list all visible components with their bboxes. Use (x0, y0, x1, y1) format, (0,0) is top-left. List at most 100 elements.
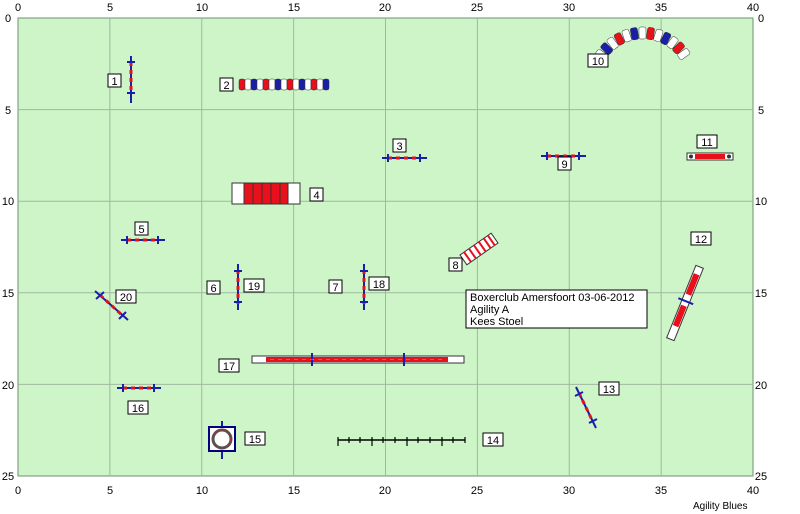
obstacle-17-dogwalk[interactable] (251, 353, 465, 366)
label-15: 15 (244, 431, 266, 446)
bottom-ticks: 0 5 10 15 20 25 30 35 40 (15, 485, 759, 497)
obstacle-4-chute[interactable] (231, 182, 301, 205)
course-info-judge: Kees Stoel (470, 316, 523, 328)
obstacle-6-19-hurdle[interactable] (234, 264, 242, 310)
tunnel-segment (268, 78, 276, 91)
tunnel-segment (274, 78, 282, 91)
course-info-title: Boxerclub Amersfoort 03-06-2012 (470, 292, 634, 304)
tick-left-15: 15 (2, 288, 14, 300)
tunnel-segment (621, 29, 632, 43)
tick-bottom-35: 35 (655, 485, 667, 497)
tunnel-segment (606, 36, 619, 50)
tunnel-segment (630, 27, 639, 41)
svg-text:9: 9 (561, 159, 567, 171)
obstacle-5-hurdle[interactable] (121, 236, 165, 244)
svg-text:17: 17 (223, 361, 235, 373)
left-ticks: 0 5 10 15 20 25 (2, 13, 14, 483)
label-19: 19 (243, 278, 265, 293)
svg-text:14: 14 (487, 435, 499, 447)
tick-top-35: 35 (655, 2, 667, 14)
obstacle-20-hurdle[interactable] (94, 290, 129, 321)
tick-top-25: 25 (471, 2, 483, 14)
svg-text:11: 11 (701, 137, 712, 149)
tick-top-15: 15 (288, 2, 300, 14)
right-ticks: 0 5 10 15 20 25 (755, 13, 767, 483)
tunnel-segment (250, 78, 258, 91)
tick-top-40: 40 (747, 2, 759, 14)
label-10: 10 (587, 53, 609, 68)
obstacle-13-hurdle[interactable] (574, 386, 598, 429)
obstacle-9-hurdle[interactable] (541, 152, 586, 160)
tick-bottom-10: 10 (196, 485, 208, 497)
svg-text:12: 12 (695, 234, 707, 246)
tick-top-0: 0 (15, 2, 21, 14)
obstacle-2-tunnel[interactable] (238, 78, 330, 91)
label-18: 18 (368, 276, 390, 291)
svg-text:16: 16 (132, 403, 144, 415)
obstacle-7-18-hurdle[interactable] (360, 264, 368, 310)
tick-bottom-15: 15 (288, 485, 300, 497)
tick-right-5: 5 (758, 105, 764, 117)
label-9: 9 (557, 156, 572, 171)
tunnel-segment (256, 78, 264, 91)
tunnel-segment (677, 48, 691, 60)
tunnel-segment (638, 26, 647, 40)
course-info-box: Boxerclub Amersfoort 03-06-2012 Agility … (465, 289, 648, 329)
svg-text:4: 4 (313, 190, 319, 202)
svg-text:18: 18 (373, 279, 385, 291)
tunnel-segment (280, 78, 288, 91)
obstacle-14-long-jump[interactable] (337, 437, 466, 446)
tunnel-segment (613, 32, 625, 46)
svg-text:5: 5 (138, 224, 144, 236)
svg-text:19: 19 (248, 281, 260, 293)
obstacle-8-weave[interactable] (459, 232, 499, 266)
obstacle-12-seesaw[interactable] (663, 264, 707, 342)
label-5: 5 (134, 221, 149, 236)
label-2: 2 (219, 77, 234, 92)
tick-top-30: 30 (563, 2, 575, 14)
svg-text:2: 2 (223, 80, 229, 92)
tick-top-5: 5 (107, 2, 113, 14)
tunnel-segment (310, 78, 318, 91)
grid (18, 18, 753, 476)
top-ticks: 0 5 10 15 20 25 30 35 40 (15, 2, 759, 14)
label-17: 17 (218, 358, 240, 373)
label-4: 4 (309, 187, 324, 202)
tick-bottom-0: 0 (15, 485, 21, 497)
obstacle-15-tire[interactable] (208, 421, 236, 459)
tick-left-20: 20 (2, 380, 14, 392)
svg-text:1: 1 (111, 76, 117, 88)
tick-left-10: 10 (2, 196, 14, 208)
tick-right-15: 15 (755, 288, 767, 300)
svg-text:20: 20 (120, 292, 132, 304)
label-20: 20 (115, 289, 137, 304)
tick-left-5: 5 (5, 105, 11, 117)
svg-text:15: 15 (249, 434, 261, 446)
tunnel-segment (304, 78, 312, 91)
obstacle-16-hurdle[interactable] (117, 384, 161, 392)
course-info-class: Agility A (470, 304, 510, 316)
tick-right-20: 20 (755, 380, 767, 392)
svg-text:8: 8 (452, 260, 458, 272)
tick-bottom-40: 40 (747, 485, 759, 497)
label-8: 8 (448, 257, 463, 272)
tunnel-segment (238, 78, 246, 91)
tunnel-segment (292, 78, 300, 91)
obstacle-11-long-jump[interactable] (686, 152, 734, 161)
tick-right-25: 25 (755, 471, 767, 483)
tunnel-segment (666, 36, 679, 50)
svg-text:3: 3 (396, 141, 402, 153)
tick-bottom-20: 20 (379, 485, 391, 497)
label-3: 3 (392, 138, 407, 153)
tunnel-segment (286, 78, 294, 91)
tick-right-0: 0 (758, 13, 764, 25)
obstacle-1-hurdle[interactable] (127, 56, 135, 103)
label-12: 12 (690, 231, 712, 246)
tunnel-segment (600, 42, 613, 55)
obstacle-3-hurdle[interactable] (382, 154, 427, 162)
tunnel-segment (244, 78, 252, 91)
tick-bottom-30: 30 (563, 485, 575, 497)
label-13: 13 (598, 381, 620, 396)
svg-text:10: 10 (592, 56, 604, 68)
